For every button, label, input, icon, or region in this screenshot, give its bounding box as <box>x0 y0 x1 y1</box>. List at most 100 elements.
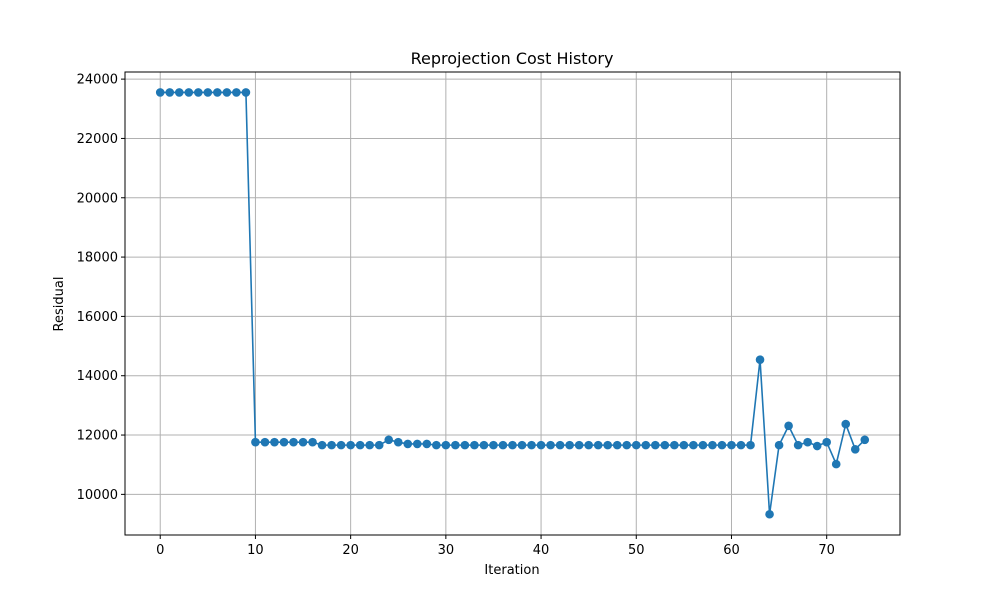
data-point <box>222 88 232 97</box>
data-point <box>479 440 489 450</box>
x-tick-label: 30 <box>438 543 455 558</box>
data-point <box>346 440 355 450</box>
data-point <box>727 440 736 450</box>
x-tick-label: 60 <box>723 543 740 558</box>
data-point <box>679 440 689 450</box>
series-line <box>160 91 866 516</box>
data-point <box>793 440 803 450</box>
data-point <box>670 440 679 450</box>
y-tick-label: 12000 <box>77 429 118 444</box>
data-point <box>660 440 670 450</box>
data-point <box>270 437 279 447</box>
data-point <box>336 440 346 450</box>
data-point <box>470 440 479 450</box>
x-tick-label: 10 <box>247 543 264 558</box>
data-point <box>831 459 841 469</box>
data-point <box>574 440 584 450</box>
data-point <box>203 88 213 97</box>
data-point <box>251 437 260 447</box>
y-tick-label: 14000 <box>77 369 118 384</box>
data-point <box>355 440 365 450</box>
data-point <box>241 88 251 97</box>
data-point <box>536 440 546 450</box>
y-tick-label: 20000 <box>77 191 118 206</box>
y-axis-label: Residual <box>52 277 67 332</box>
data-point <box>213 88 222 97</box>
data-point <box>422 439 432 449</box>
x-tick-label: 20 <box>342 543 359 558</box>
chart-title: Reprojection Cost History <box>411 49 614 68</box>
data-point <box>841 419 851 429</box>
data-point <box>517 440 527 450</box>
data-point <box>546 440 555 450</box>
data-point <box>289 437 298 447</box>
data-point <box>489 440 498 450</box>
data-point <box>555 440 565 450</box>
series-layer <box>155 88 870 519</box>
data-point <box>374 440 384 450</box>
data-point <box>327 440 336 450</box>
data-point <box>527 440 536 450</box>
data-point <box>174 88 184 97</box>
data-point <box>689 440 698 450</box>
data-point <box>393 437 403 447</box>
data-point <box>298 437 308 447</box>
data-point <box>850 444 860 454</box>
data-point <box>308 437 317 447</box>
data-point <box>622 440 632 450</box>
y-axis-ticks: 10000 12000 14000 16000 18000 20000 22000 24000 <box>77 73 125 503</box>
x-axis-ticks: 0 10 20 30 40 50 60 70 <box>156 535 835 558</box>
data-point <box>651 440 660 450</box>
data-point <box>412 439 422 449</box>
y-tick-label: 22000 <box>77 132 118 147</box>
data-point <box>717 440 727 450</box>
data-point <box>155 88 165 97</box>
x-axis-label: Iteration <box>484 563 539 578</box>
data-point <box>165 88 175 97</box>
data-point <box>746 440 755 450</box>
data-point <box>232 88 241 97</box>
data-point <box>698 440 708 450</box>
x-tick-label: 70 <box>818 543 835 558</box>
data-point <box>593 440 603 450</box>
data-point <box>498 440 508 450</box>
x-tick-label: 0 <box>156 543 164 558</box>
y-tick-label: 10000 <box>77 488 118 503</box>
data-point <box>822 437 831 447</box>
data-point <box>403 439 413 449</box>
data-point <box>184 88 194 97</box>
y-tick-label: 18000 <box>77 251 118 266</box>
data-point <box>641 440 651 450</box>
data-point <box>774 440 784 450</box>
grid <box>125 72 900 535</box>
data-point <box>260 437 270 447</box>
data-point <box>508 440 517 450</box>
data-point <box>631 440 641 450</box>
plot-frame <box>124 71 901 536</box>
data-point <box>584 440 593 450</box>
data-point <box>194 88 203 97</box>
data-point <box>784 421 793 431</box>
data-point <box>612 440 622 450</box>
data-point <box>812 441 822 451</box>
data-point <box>860 435 870 445</box>
data-point <box>755 355 765 365</box>
x-tick-label: 50 <box>628 543 645 558</box>
data-point <box>441 440 451 450</box>
data-point <box>460 440 470 450</box>
data-point <box>603 440 613 450</box>
data-point <box>736 440 746 450</box>
y-tick-label: 24000 <box>77 73 118 88</box>
data-point <box>708 440 717 450</box>
data-point <box>765 509 774 519</box>
data-point <box>279 437 289 447</box>
data-point <box>565 440 574 450</box>
data-point <box>451 440 460 450</box>
data-point <box>317 440 327 450</box>
data-point <box>384 435 394 445</box>
x-tick-label: 40 <box>533 543 550 558</box>
y-tick-label: 16000 <box>77 310 118 325</box>
data-point <box>365 440 374 450</box>
